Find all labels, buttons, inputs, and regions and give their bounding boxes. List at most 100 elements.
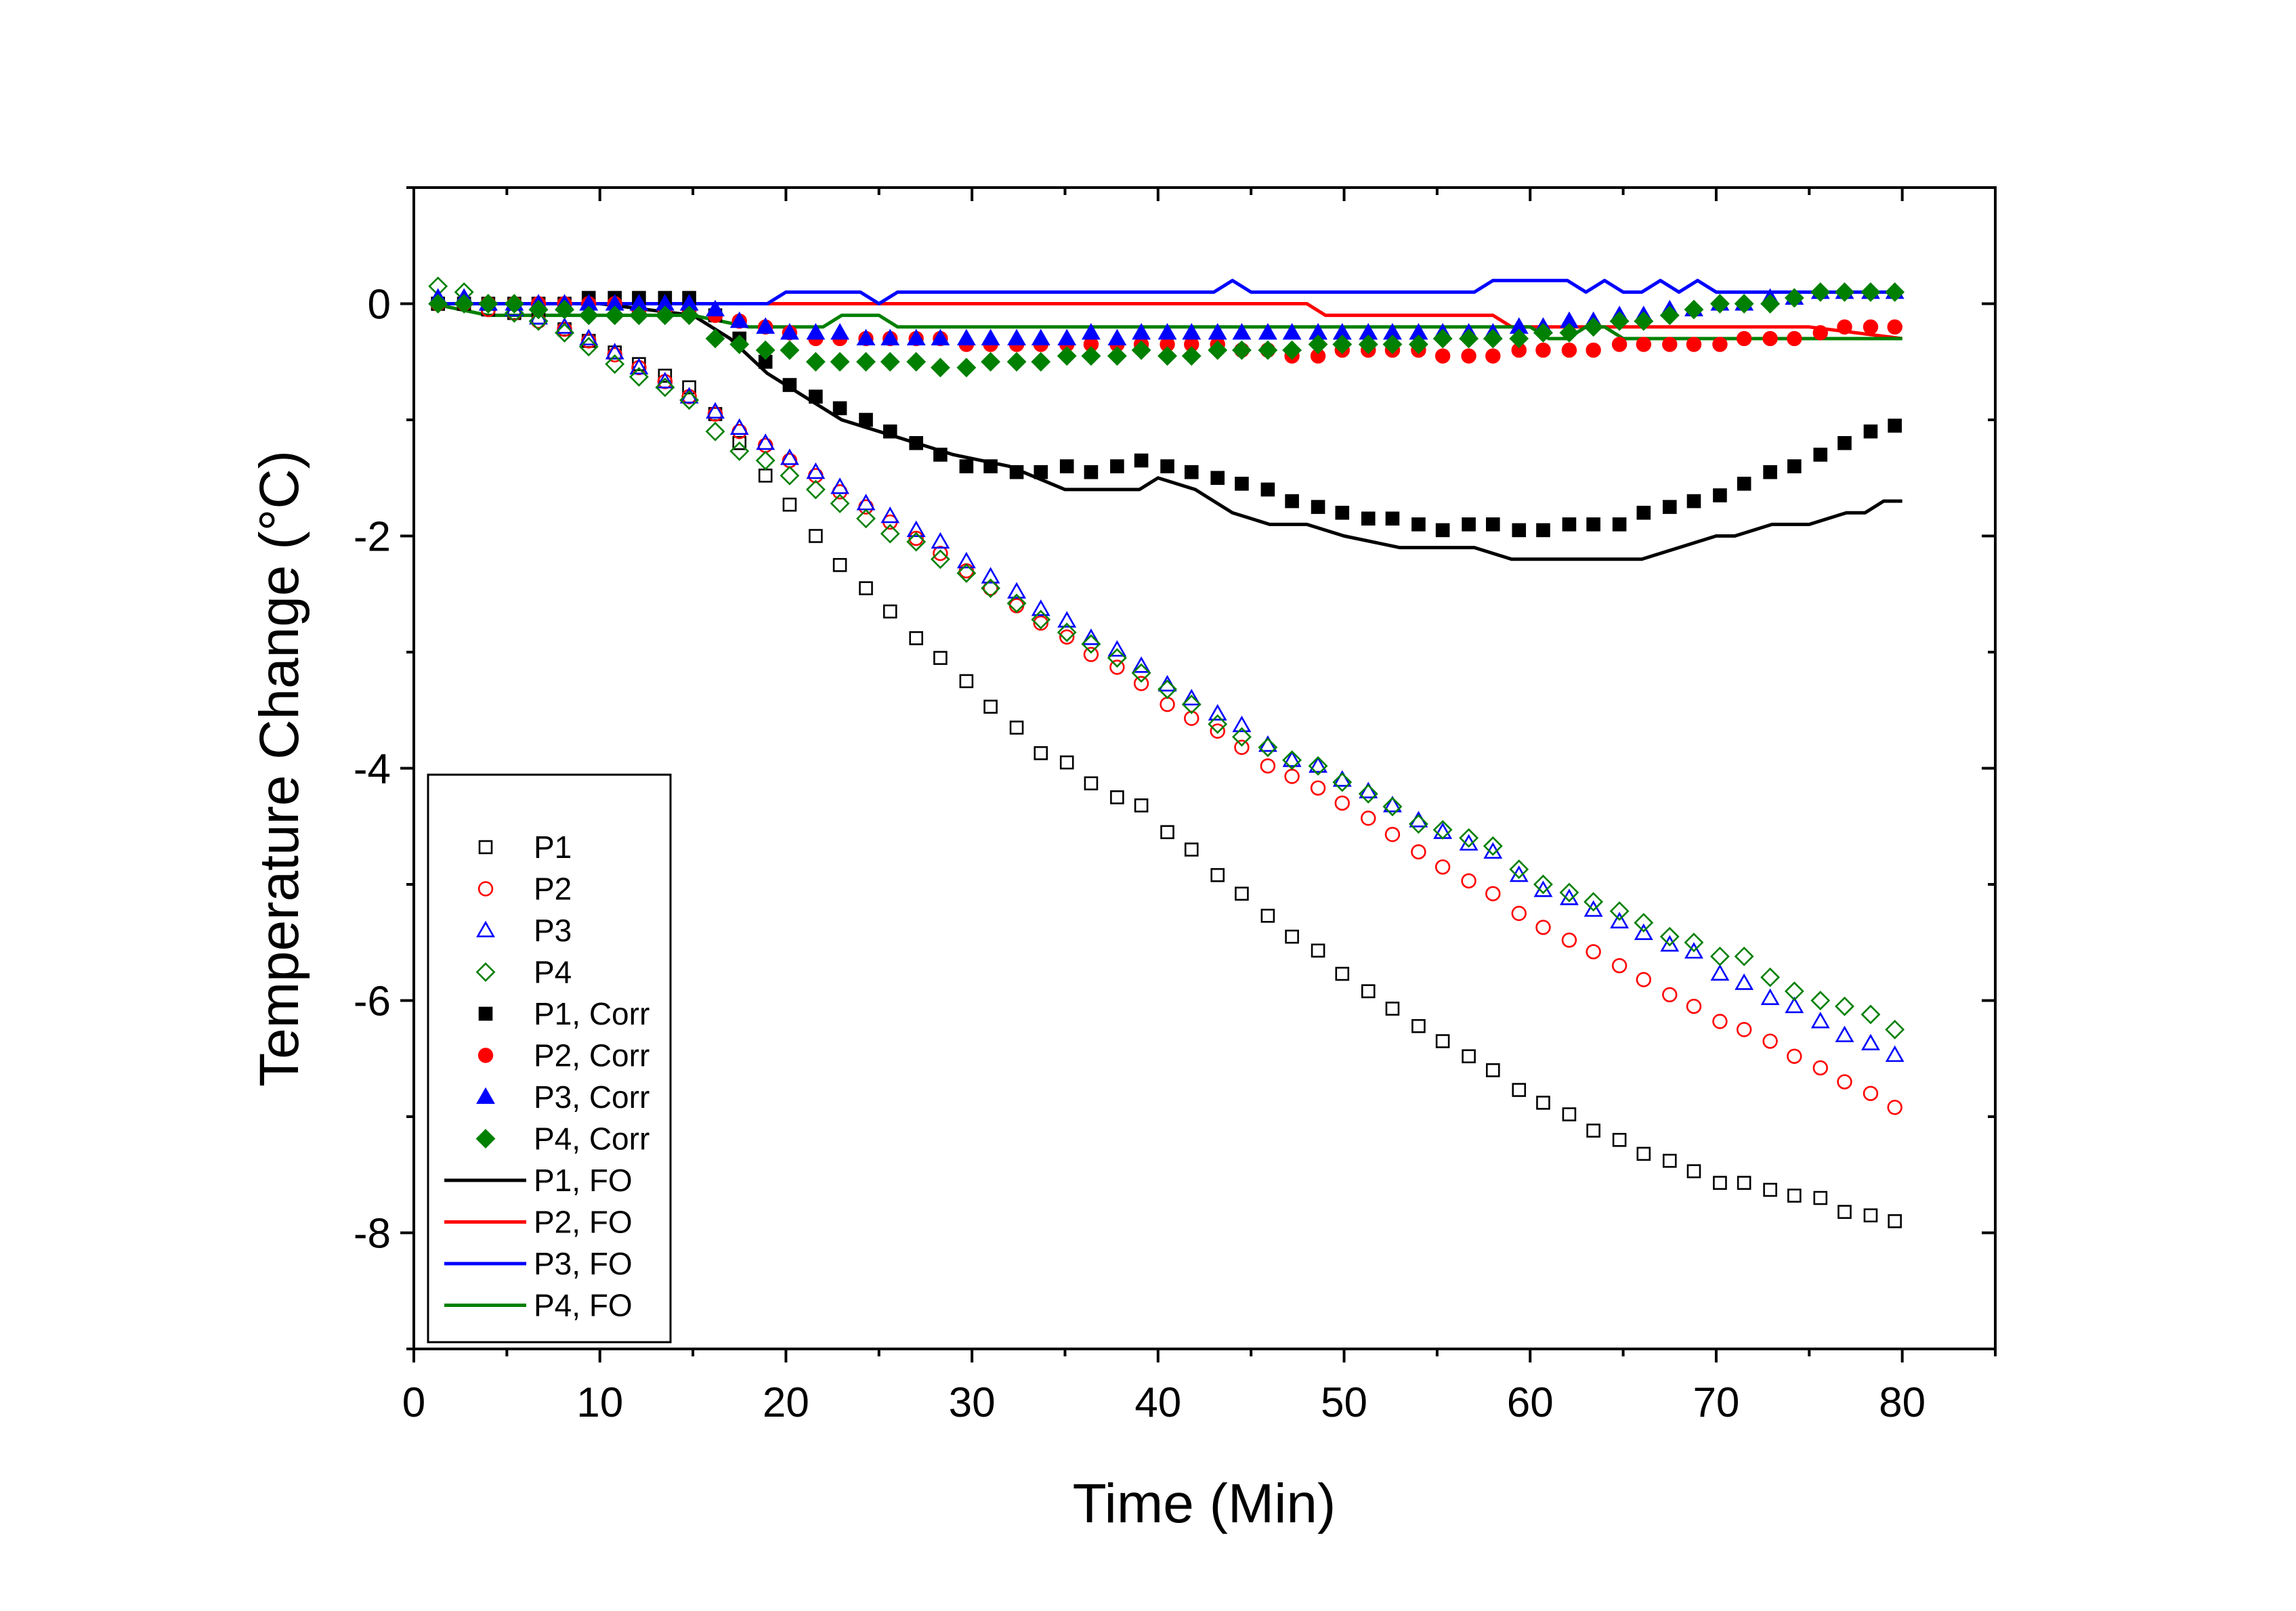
legend-label: P3, Corr — [534, 1079, 650, 1115]
data-point — [1835, 1025, 1854, 1043]
data-point — [1461, 348, 1476, 364]
data-point — [1509, 859, 1529, 880]
data-point — [1885, 282, 1905, 302]
data-point — [1710, 964, 1730, 981]
data-point — [1009, 721, 1024, 735]
data-point — [705, 421, 725, 442]
data-point — [1282, 340, 1302, 360]
data-point — [581, 333, 597, 349]
data-point — [1008, 598, 1025, 614]
legend-marker-swatch — [478, 840, 493, 855]
data-point — [1835, 996, 1854, 1016]
data-point — [1109, 660, 1125, 675]
data-point — [504, 294, 524, 314]
data-point — [1132, 656, 1151, 673]
data-point — [933, 546, 948, 561]
data-point — [1784, 981, 1804, 1002]
data-point — [1411, 844, 1426, 860]
data-point — [1837, 1205, 1852, 1219]
data-point — [1737, 1176, 1751, 1190]
data-point — [1885, 1045, 1905, 1062]
data-point — [1031, 609, 1051, 630]
data-point — [528, 299, 549, 320]
data-point — [909, 435, 924, 450]
data-point — [1434, 348, 1451, 364]
data-point — [1812, 325, 1828, 341]
series-p1 — [431, 297, 1902, 1228]
data-point — [1583, 317, 1604, 337]
data-point — [1382, 796, 1403, 817]
data-point — [1586, 517, 1600, 532]
data-point — [981, 567, 1000, 584]
data-point — [1559, 882, 1579, 903]
data-point — [729, 441, 750, 461]
data-point — [1210, 723, 1225, 739]
data-point — [1084, 776, 1099, 791]
data-point — [629, 367, 649, 387]
data-point — [1059, 629, 1075, 645]
data-point — [1057, 611, 1077, 628]
data-point — [1561, 932, 1577, 948]
data-point — [1335, 505, 1350, 520]
y-tick-label: -4 — [354, 746, 391, 793]
data-point — [1813, 1190, 1828, 1205]
data-point — [1686, 1164, 1701, 1178]
data-point — [1084, 465, 1099, 479]
data-point — [1459, 328, 1479, 349]
data-point — [956, 551, 976, 569]
data-point — [1258, 737, 1278, 758]
data-point — [780, 448, 799, 465]
data-point — [1636, 1146, 1651, 1161]
data-point — [983, 700, 998, 714]
data-point — [1031, 351, 1051, 372]
data-point — [1712, 1014, 1728, 1029]
data-point — [1132, 323, 1151, 340]
data-point — [1835, 282, 1854, 302]
data-point — [1762, 1033, 1778, 1049]
data-point — [1208, 704, 1227, 721]
data-point — [605, 343, 624, 360]
data-point — [832, 401, 847, 416]
data-point — [1181, 346, 1202, 366]
data-point — [1434, 859, 1451, 875]
data-point — [1160, 825, 1174, 840]
data-point — [933, 448, 948, 462]
data-point — [856, 351, 876, 372]
data-point — [1734, 946, 1754, 966]
data-point — [805, 479, 826, 500]
data-point — [1662, 337, 1678, 352]
data-point — [880, 523, 900, 544]
data-point — [956, 328, 976, 346]
y-axis-title: Temperature Change (°C) — [249, 450, 310, 1087]
data-point — [1232, 323, 1252, 340]
data-point — [1358, 783, 1378, 804]
data-point — [1260, 909, 1275, 923]
data-point — [1511, 905, 1527, 922]
data-point — [1131, 340, 1151, 360]
legend-label: P1, FO — [534, 1163, 633, 1198]
data-point — [1007, 328, 1026, 346]
data-point — [707, 406, 723, 422]
data-point — [1107, 640, 1127, 657]
data-point — [1712, 337, 1728, 352]
data-point — [1485, 886, 1501, 901]
data-point — [1309, 756, 1328, 773]
data-point — [1208, 323, 1227, 340]
data-point — [959, 459, 974, 473]
data-point — [1760, 988, 1780, 1006]
data-point — [706, 299, 725, 317]
data-point — [1232, 715, 1252, 733]
data-point — [1435, 523, 1450, 538]
data-point — [705, 328, 725, 349]
data-point — [1659, 926, 1680, 947]
data-point — [1210, 471, 1225, 486]
data-point — [1282, 323, 1302, 340]
data-point — [757, 437, 773, 453]
data-point — [1059, 459, 1074, 473]
data-point — [1311, 500, 1325, 514]
data-point — [1160, 696, 1175, 712]
data-point — [605, 354, 625, 374]
data-point — [1787, 330, 1802, 347]
data-point — [1612, 1133, 1627, 1147]
data-point — [1285, 494, 1299, 509]
